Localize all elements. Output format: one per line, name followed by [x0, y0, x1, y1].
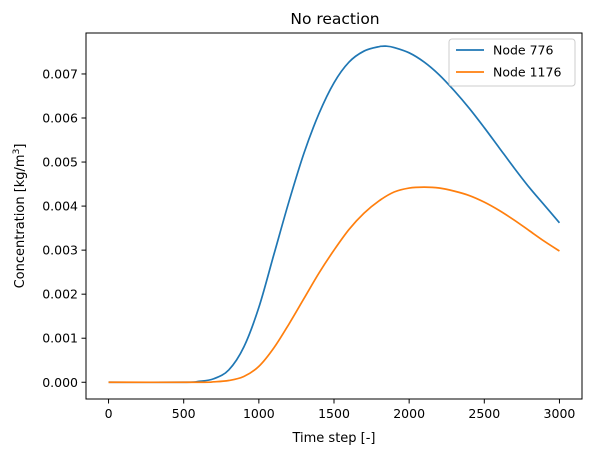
legend-label-node-1176: Node 1176: [493, 65, 561, 80]
legend-label-node-776: Node 776: [493, 43, 554, 58]
x-tick-label: 2000: [393, 406, 425, 421]
y-axis-label: Concentration [kg/m3]: [12, 144, 28, 289]
y-tick-label: 0.007: [42, 66, 78, 81]
y-tick-label: 0.000: [42, 375, 78, 390]
x-tick-label: 3000: [544, 406, 576, 421]
plot-area: [86, 33, 582, 399]
x-axis-label: Time step [-]: [291, 431, 375, 446]
y-axis-ticks: 0.000 0.001 0.002 0.003 0.004 0.005 0.006 0.007: [42, 66, 86, 390]
series-line-node-1176: [108, 186, 560, 384]
y-axis-label-superscript: 3: [12, 149, 22, 155]
y-tick-label: 0.001: [42, 331, 78, 346]
y-tick-label: 0.003: [42, 243, 78, 258]
series-lines: [108, 45, 561, 384]
y-tick-label: 0.002: [42, 287, 78, 302]
series-line-node-776: [108, 45, 561, 384]
y-axis-label-main: Concentration [kg/m: [13, 154, 28, 288]
x-tick-label: 0: [105, 406, 113, 421]
y-tick-label: 0.005: [42, 155, 78, 170]
chart-title: No reaction: [290, 10, 379, 28]
y-tick-label: 0.006: [42, 111, 78, 126]
x-tick-label: 2500: [468, 406, 500, 421]
x-tick-label: 1000: [243, 406, 275, 421]
x-tick-label: 1500: [318, 406, 350, 421]
x-tick-label: 500: [172, 406, 196, 421]
plot-frame: [85, 32, 583, 400]
y-axis-label-end: ]: [13, 144, 28, 149]
y-tick-label: 0.004: [42, 199, 78, 214]
x-axis-ticks: 0 500 1000 1500 2000 2500 3000: [105, 399, 576, 421]
legend: Node 776 Node 1176: [448, 38, 576, 87]
